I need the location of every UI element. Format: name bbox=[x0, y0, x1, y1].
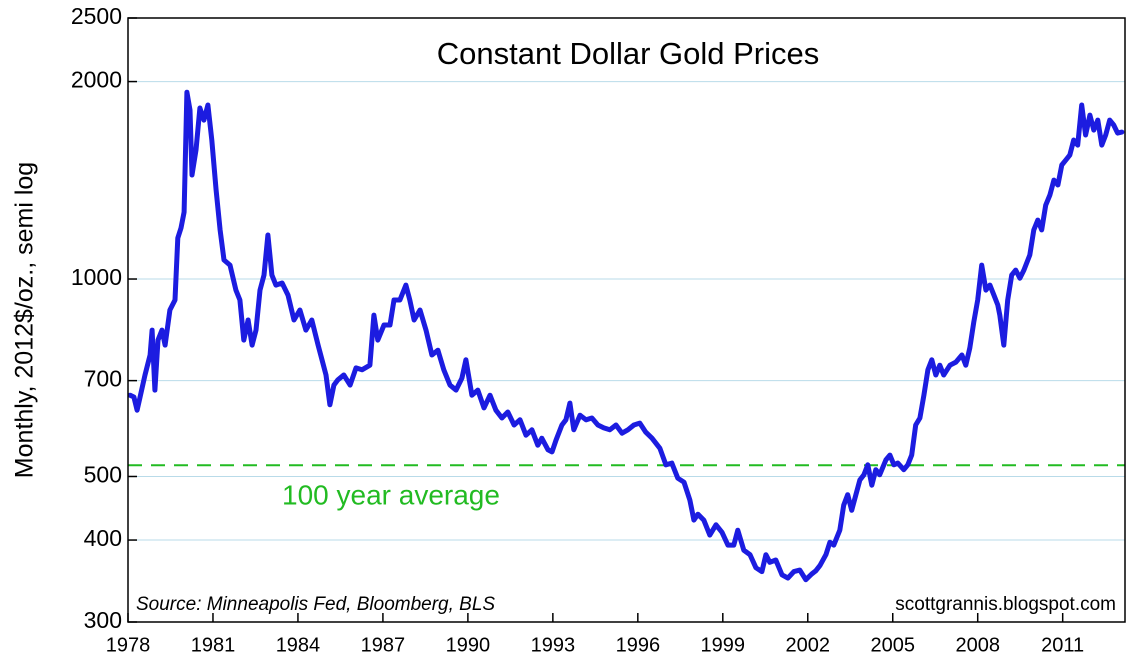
y-axis-label: Monthly, 2012$/oz., semi log bbox=[11, 162, 39, 478]
x-tick-label: 1978 bbox=[106, 634, 151, 656]
data-line bbox=[127, 89, 1125, 583]
y-tick-label: 300 bbox=[84, 607, 122, 633]
x-tick-label: 2011 bbox=[1041, 634, 1084, 656]
chart-title: Constant Dollar Gold Prices bbox=[437, 36, 820, 71]
x-tick-label: 1999 bbox=[701, 634, 746, 656]
watermark: scottgrannis.blogspot.com bbox=[895, 594, 1116, 615]
x-tick-label: 1981 bbox=[191, 634, 236, 656]
x-tick-label: 1996 bbox=[616, 634, 661, 656]
y-tick-label: 2000 bbox=[71, 67, 122, 93]
y-tick-label: 2500 bbox=[71, 3, 122, 29]
y-tick-label: 1000 bbox=[71, 264, 122, 290]
x-tick-label: 1993 bbox=[531, 634, 576, 656]
x-tick-label: 2008 bbox=[955, 634, 1000, 656]
reference-label: 100 year average bbox=[282, 480, 500, 511]
y-tick-label: 500 bbox=[84, 462, 122, 488]
x-tick-label: 1990 bbox=[446, 634, 491, 656]
plot-frame bbox=[127, 17, 1126, 623]
y-tick-label: 400 bbox=[84, 525, 122, 551]
x-tick-label: 1987 bbox=[361, 634, 406, 656]
x-tick-label: 2002 bbox=[786, 634, 831, 656]
x-tick-label: 2005 bbox=[870, 634, 915, 656]
y-tick-label: 700 bbox=[84, 366, 122, 392]
x-tick-label: 1984 bbox=[276, 634, 321, 656]
source-note: Source: Minneapolis Fed, Bloomberg, BLS bbox=[136, 594, 495, 615]
